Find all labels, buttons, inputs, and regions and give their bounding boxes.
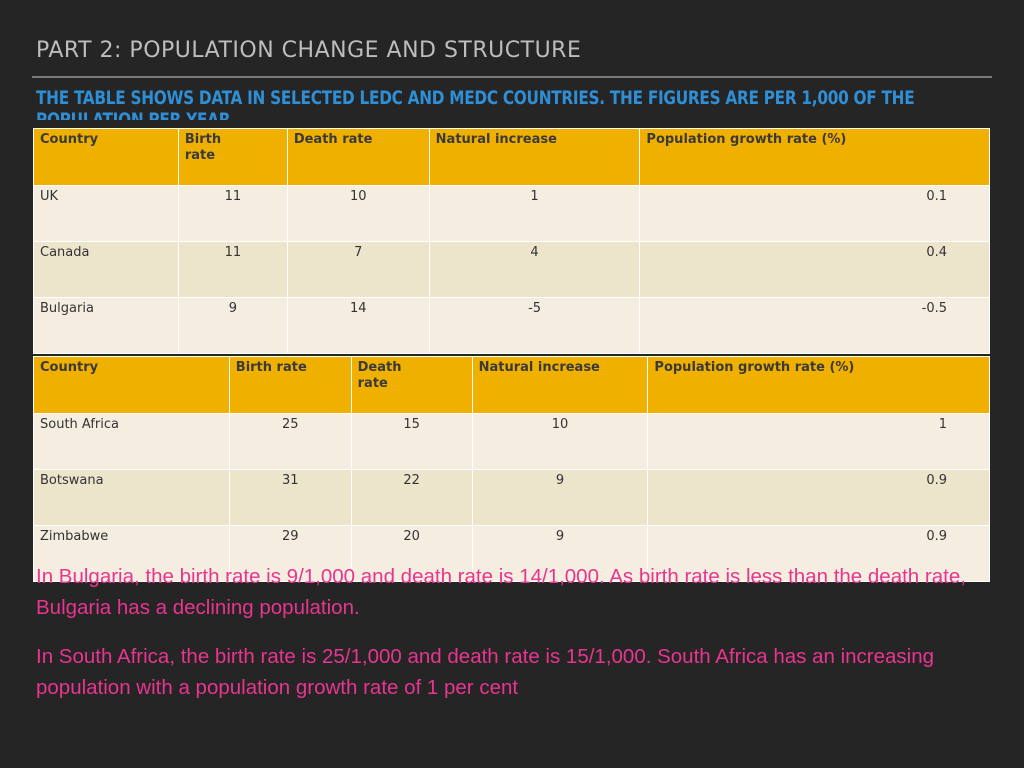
country-cell: Bulgaria <box>33 297 179 354</box>
table-row: Zimbabwe 29 20 9 0.9 <box>33 525 990 582</box>
title-divider <box>32 76 992 78</box>
natural-increase-cell: -5 <box>428 297 641 354</box>
south-africa-explanation: In South Africa, the birth rate is 25/1,… <box>36 645 935 699</box>
birth-rate-cell: 31 <box>228 469 352 526</box>
column-header-country: Country <box>33 128 179 186</box>
country-cell: UK <box>33 185 179 242</box>
growth-rate-cell: 0.4 <box>639 241 990 298</box>
table-row: Canada 11 7 4 0.4 <box>33 241 990 298</box>
column-header-natural-increase: Natural increase <box>428 128 641 186</box>
death-rate-cell: 14 <box>286 297 430 354</box>
death-rate-cell: 7 <box>286 241 430 298</box>
growth-rate-cell: 0.1 <box>639 185 990 242</box>
birth-rate-cell: 11 <box>177 241 288 298</box>
natural-increase-cell: 9 <box>471 525 649 582</box>
birth-rate-cell: 11 <box>177 185 288 242</box>
column-header-death-rate: Death rate <box>350 356 473 414</box>
slide-subtitle: THE TABLE SHOWS DATA IN SELECTED LEDC AN… <box>36 88 915 120</box>
table-row: UK 11 10 1 0.1 <box>33 185 990 242</box>
column-header-country: Country <box>33 356 230 414</box>
column-header-growth-rate: Population growth rate (%) <box>647 356 990 414</box>
column-header-birth-rate: Birth rate <box>228 356 352 414</box>
country-cell: South Africa <box>33 413 230 470</box>
death-rate-cell: 20 <box>350 525 473 582</box>
natural-increase-cell: 9 <box>471 469 649 526</box>
country-cell: Zimbabwe <box>33 525 230 582</box>
table-row: Botswana 31 22 9 0.9 <box>33 469 990 526</box>
slide-title: PART 2: POPULATION CHANGE AND STRUCTURE <box>36 38 582 63</box>
growth-rate-cell: 0.9 <box>647 469 990 526</box>
column-header-birth-rate: Birth rate <box>177 128 288 186</box>
death-rate-cell: 10 <box>286 185 430 242</box>
column-header-natural-increase: Natural increase <box>471 356 649 414</box>
birth-rate-cell: 9 <box>177 297 288 354</box>
natural-increase-cell: 1 <box>428 185 641 242</box>
death-rate-cell: 22 <box>350 469 473 526</box>
growth-rate-cell: 0.9 <box>647 525 990 582</box>
natural-increase-cell: 10 <box>471 413 649 470</box>
table-header-row: Country Birth rate Death rate Natural in… <box>33 128 990 186</box>
growth-rate-cell: -0.5 <box>639 297 990 354</box>
column-header-death-rate: Death rate <box>286 128 430 186</box>
bulgaria-explanation: In Bulgaria, the birth rate is 9/1,000 a… <box>36 565 966 619</box>
table-row: Bulgaria 9 14 -5 -0.5 <box>33 297 990 354</box>
medc-data-table: Country Birth rate Death rate Natural in… <box>33 128 990 354</box>
natural-increase-cell: 4 <box>428 241 641 298</box>
table-header-row: Country Birth rate Death rate Natural in… <box>33 356 990 414</box>
growth-rate-cell: 1 <box>647 413 990 470</box>
column-header-growth-rate: Population growth rate (%) <box>639 128 990 186</box>
birth-rate-cell: 25 <box>228 413 352 470</box>
country-cell: Botswana <box>33 469 230 526</box>
table-row: South Africa 25 15 10 1 <box>33 413 990 470</box>
country-cell: Canada <box>33 241 179 298</box>
ledc-data-table: Country Birth rate Death rate Natural in… <box>33 356 990 582</box>
death-rate-cell: 15 <box>350 413 473 470</box>
